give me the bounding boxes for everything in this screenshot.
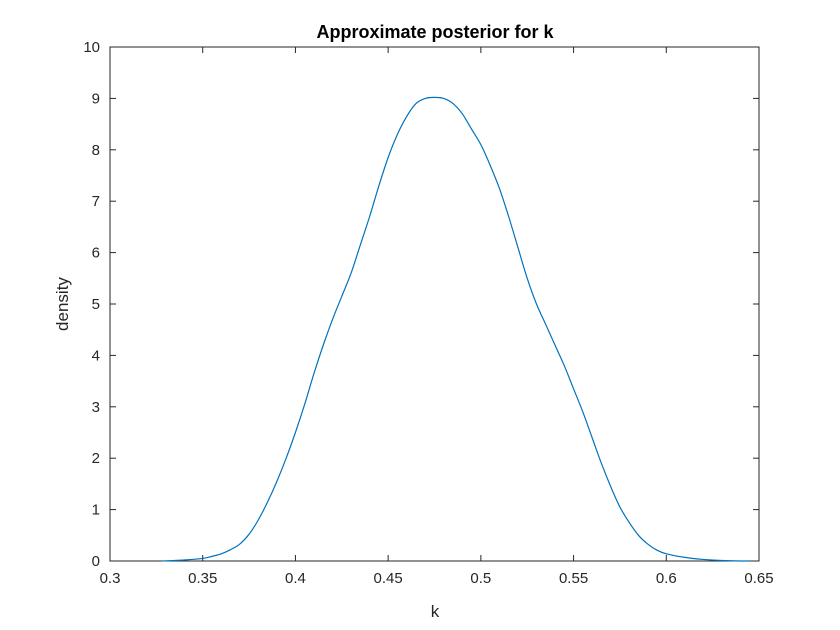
x-tick-label: 0.35	[188, 570, 217, 587]
tick-labels: 0.3 0.35 0.4 0.45 0.5 0.55 0.6 0.65 0 1 2 3 4 5 6 7 8 9 10	[83, 39, 773, 587]
x-tick-label: 0.55	[559, 570, 588, 587]
y-tick-label: 2	[92, 450, 100, 467]
chart-title: Approximate posterior for k	[316, 22, 554, 42]
x-tick-label: 0.4	[285, 570, 306, 587]
plot-area	[109, 46, 760, 562]
y-tick-label: 8	[92, 142, 100, 159]
x-tick-label: 0.3	[100, 570, 121, 587]
series-line-density	[161, 96, 750, 562]
y-tick-label: 1	[92, 502, 100, 519]
y-tick-label: 3	[92, 399, 100, 416]
x-tick-label: 0.6	[656, 570, 677, 587]
x-tick-label: 0.65	[744, 570, 773, 587]
x-axis-label: k	[431, 602, 440, 621]
y-tick-label: 9	[92, 90, 100, 107]
x-tick-label: 0.5	[470, 570, 491, 587]
y-tick-label: 6	[92, 245, 100, 262]
y-tick-label: 5	[92, 296, 100, 313]
axis-ticks	[109, 46, 760, 562]
axes-box	[109, 46, 760, 562]
y-tick-label: 0	[92, 553, 100, 570]
y-tick-label: 7	[92, 193, 100, 210]
y-tick-label: 10	[83, 39, 100, 56]
y-tick-label: 4	[92, 347, 100, 364]
y-axis-label: density	[53, 277, 72, 331]
x-tick-label: 0.45	[374, 570, 403, 587]
